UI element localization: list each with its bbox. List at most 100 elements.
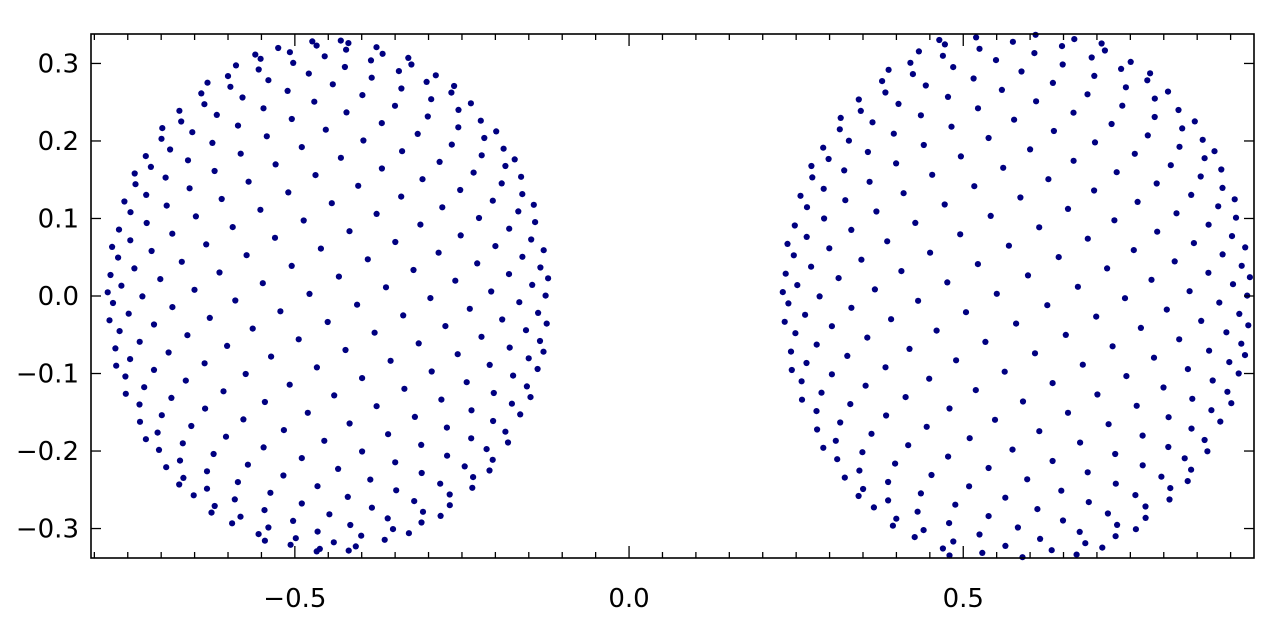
scatter-point-0 <box>385 431 392 438</box>
scatter-point-1 <box>787 348 795 355</box>
scatter-point-0 <box>127 356 134 363</box>
scatter-point-1 <box>1208 407 1215 414</box>
scatter-point-0 <box>178 118 185 125</box>
scatter-point-1 <box>907 59 914 66</box>
scatter-point-1 <box>820 185 827 192</box>
scatter-point-1 <box>1229 281 1237 288</box>
scatter-point-0 <box>344 493 351 500</box>
scatter-point-0 <box>255 531 262 538</box>
scatter-point-0 <box>285 189 292 196</box>
scatter-point-1 <box>820 144 827 151</box>
scatter-point-1 <box>950 64 957 71</box>
scatter-point-0 <box>295 336 302 343</box>
scatter-point-1 <box>1050 127 1057 135</box>
scatter-point-0 <box>446 502 453 509</box>
scatter-point-1 <box>1118 65 1125 72</box>
scatter-point-1 <box>944 279 951 286</box>
scatter-point-0 <box>498 180 505 187</box>
scatter-point-1 <box>837 419 844 426</box>
scatter-point-0 <box>504 439 512 446</box>
scatter-point-0 <box>411 413 418 420</box>
scatter-point-0 <box>410 266 417 274</box>
scatter-point-1 <box>1190 240 1197 247</box>
scatter-point-0 <box>131 265 138 272</box>
scatter-point-0 <box>158 412 165 419</box>
scatter-point-0 <box>203 468 211 475</box>
scatter-point-0 <box>213 111 220 118</box>
scatter-point-1 <box>1188 425 1195 432</box>
scatter-point-0 <box>190 492 197 499</box>
scatter-point-0 <box>468 435 475 442</box>
scatter-point-0 <box>280 427 287 434</box>
scatter-point-0 <box>201 101 208 108</box>
scatter-point-1 <box>1165 443 1172 451</box>
scatter-point-0 <box>540 247 547 254</box>
scatter-point-0 <box>306 290 313 297</box>
scatter-point-1 <box>906 345 913 352</box>
scatter-point-0 <box>401 385 408 392</box>
scatter-point-1 <box>1064 409 1072 416</box>
scatter-point-1 <box>882 364 889 371</box>
scatter-point-0 <box>470 474 477 481</box>
scatter-point-0 <box>398 193 405 200</box>
scatter-point-1 <box>1001 368 1008 375</box>
scatter-point-1 <box>781 318 788 325</box>
scatter-point-0 <box>122 373 129 380</box>
scatter-point-0 <box>265 77 272 84</box>
scatter-point-1 <box>818 389 825 396</box>
scatter-point-1 <box>869 119 876 126</box>
scatter-point-0 <box>234 479 241 486</box>
scatter-point-0 <box>328 200 335 207</box>
scatter-point-0 <box>292 535 299 542</box>
scatter-point-1 <box>885 478 892 486</box>
scatter-point-0 <box>532 219 539 226</box>
scatter-point-1 <box>1164 88 1172 95</box>
scatter-point-0 <box>414 130 421 137</box>
scatter-point-0 <box>398 85 405 92</box>
scatter-point-0 <box>489 456 496 463</box>
scatter-point-1 <box>820 444 827 451</box>
scatter-point-0 <box>364 256 371 263</box>
scatter-point-1 <box>1144 132 1151 139</box>
scatter-point-0 <box>139 293 146 300</box>
scatter-point-0 <box>359 448 366 455</box>
scatter-point-0 <box>317 245 324 252</box>
scatter-point-0 <box>182 377 189 384</box>
scatter-point-0 <box>489 197 496 204</box>
scatter-point-1 <box>939 52 947 59</box>
scatter-point-1 <box>1112 533 1119 540</box>
scatter-point-1 <box>1112 480 1119 487</box>
scatter-point-1 <box>856 467 863 474</box>
scatter-point-1 <box>936 36 943 44</box>
scatter-point-1 <box>1077 439 1084 446</box>
scatter-point-1 <box>1024 272 1032 279</box>
scatter-point-1 <box>1112 450 1119 458</box>
scatter-point-0 <box>419 176 426 183</box>
scatter-point-1 <box>1009 446 1016 453</box>
scatter-point-0 <box>488 288 495 295</box>
scatter-point-0 <box>240 416 247 423</box>
scatter-point-1 <box>1188 191 1195 198</box>
scatter-point-1 <box>920 141 927 149</box>
scatter-point-1 <box>917 490 925 497</box>
scatter-point-0 <box>232 297 239 304</box>
scatter-point-0 <box>257 206 264 213</box>
scatter-point-1 <box>889 522 897 529</box>
scatter-point-0 <box>509 372 517 379</box>
scatter-point-0 <box>536 337 544 345</box>
scatter-point-1 <box>922 82 929 89</box>
scatter-point-0 <box>211 502 218 510</box>
scatter-point-0 <box>443 424 450 431</box>
scatter-point-1 <box>895 100 902 107</box>
scatter-point-1 <box>1228 233 1236 240</box>
scatter-point-0 <box>466 305 473 312</box>
scatter-point-1 <box>1059 517 1067 524</box>
scatter-point-0 <box>206 314 213 321</box>
scatter-point-0 <box>203 485 211 492</box>
scatter-point-1 <box>972 387 979 394</box>
scatter-point-0 <box>393 487 400 494</box>
scatter-point-0 <box>116 328 123 335</box>
scatter-point-1 <box>808 162 815 170</box>
scatter-point-0 <box>305 70 312 77</box>
scatter-point-1 <box>797 192 804 199</box>
